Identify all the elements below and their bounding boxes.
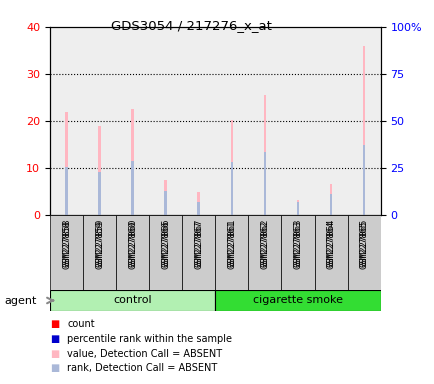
Bar [215, 27, 248, 215]
Text: GSM227864: GSM227864 [326, 221, 335, 270]
Text: GSM227861: GSM227861 [227, 221, 236, 270]
Text: GSM227866: GSM227866 [161, 219, 170, 267]
Bar [296, 202, 299, 215]
Bar [314, 215, 347, 290]
Text: GSM227865: GSM227865 [359, 221, 368, 270]
Text: GSM227860: GSM227860 [128, 219, 137, 267]
Bar [215, 290, 380, 311]
Bar [131, 109, 134, 215]
Bar [362, 46, 365, 215]
Bar [197, 202, 200, 215]
Bar [230, 120, 233, 215]
Text: ■: ■ [50, 334, 59, 344]
Text: GSM227862: GSM227862 [260, 219, 269, 267]
Bar [263, 95, 266, 215]
Bar [182, 27, 215, 215]
Bar [116, 27, 149, 215]
Bar [182, 215, 215, 290]
Bar [347, 27, 380, 215]
Text: GSM227865: GSM227865 [359, 219, 368, 267]
Text: GSM227861: GSM227861 [227, 219, 236, 267]
Text: GSM227867: GSM227867 [194, 221, 203, 270]
Bar [50, 215, 83, 290]
Bar [131, 161, 134, 215]
Bar [248, 27, 281, 215]
Text: ■: ■ [50, 319, 59, 329]
Text: GSM227863: GSM227863 [293, 221, 302, 270]
Text: GSM227866: GSM227866 [161, 221, 170, 270]
Text: GDS3054 / 217276_x_at: GDS3054 / 217276_x_at [111, 19, 271, 32]
Bar [83, 215, 116, 290]
Bar [281, 215, 314, 290]
Bar [65, 112, 68, 215]
Bar [281, 27, 314, 215]
Text: control: control [113, 295, 151, 306]
Bar [83, 27, 116, 215]
Text: rank, Detection Call = ABSENT: rank, Detection Call = ABSENT [67, 363, 217, 373]
Bar [50, 27, 83, 215]
Text: ■: ■ [50, 363, 59, 373]
Bar [230, 162, 233, 215]
Bar [347, 215, 380, 290]
Text: GSM227858: GSM227858 [62, 221, 71, 270]
Bar [314, 27, 347, 215]
Bar [98, 172, 101, 215]
Bar [50, 290, 215, 311]
Text: GSM227858: GSM227858 [62, 219, 71, 267]
Text: ■: ■ [50, 349, 59, 359]
Bar [197, 192, 200, 215]
Text: GSM227859: GSM227859 [95, 219, 104, 267]
Bar [164, 180, 167, 215]
Bar [116, 215, 149, 290]
Text: GSM227867: GSM227867 [194, 219, 203, 267]
Bar [149, 27, 182, 215]
Text: GSM227862: GSM227862 [260, 221, 269, 270]
Text: GSM227860: GSM227860 [128, 221, 137, 270]
Bar [362, 146, 365, 215]
Bar [215, 215, 248, 290]
Text: count: count [67, 319, 95, 329]
Bar [65, 167, 68, 215]
Bar [263, 152, 266, 215]
Text: percentile rank within the sample: percentile rank within the sample [67, 334, 232, 344]
Text: GSM227859: GSM227859 [95, 221, 104, 270]
Text: value, Detection Call = ABSENT: value, Detection Call = ABSENT [67, 349, 222, 359]
Bar [329, 194, 332, 215]
Bar [296, 200, 299, 215]
Bar [149, 215, 182, 290]
Bar [248, 215, 281, 290]
Bar [98, 126, 101, 215]
Bar [164, 190, 167, 215]
Text: GSM227863: GSM227863 [293, 219, 302, 267]
Text: agent: agent [4, 296, 36, 306]
Text: cigarette smoke: cigarette smoke [253, 295, 342, 306]
Bar [329, 184, 332, 215]
Text: GSM227864: GSM227864 [326, 219, 335, 267]
